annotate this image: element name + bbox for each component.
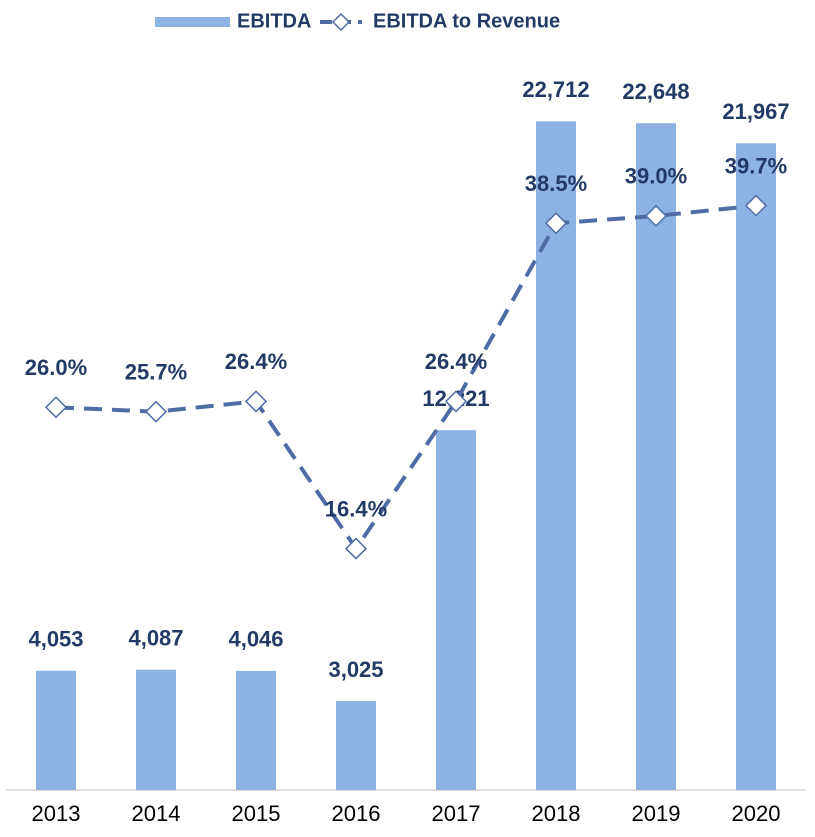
line-label: 26.0% [25,355,87,380]
bar [436,430,476,790]
line-label: 26.4% [225,349,287,374]
line-label: 39.7% [725,153,787,178]
line-marker [144,400,168,423]
line-marker [244,390,268,413]
x-tick-label: 2019 [632,801,681,826]
line [55,203,757,553]
x-tick-label: 2017 [432,801,481,826]
bar-label: 22,648 [622,79,689,104]
bar [736,143,776,791]
line-label: 39.0% [625,164,687,189]
bar-label: 21,967 [722,99,789,124]
line-marker [344,537,368,560]
bar-label: 3,025 [328,657,383,682]
bar [336,700,376,790]
line-label: 26.4% [425,349,487,374]
line-label: 16.4% [325,496,387,521]
bar [36,670,76,790]
bar [236,670,276,790]
legend-swatch [155,17,230,27]
line-label: 25.7% [125,360,187,385]
legend-marker [331,12,351,32]
x-tick-label: 2013 [32,801,81,826]
bar-label: 22,712 [522,77,589,102]
bar-label: 4,053 [28,626,83,651]
x-tick-label: 2020 [732,801,781,826]
line-marker [44,396,68,419]
bar-label: 4,046 [228,627,283,652]
line-marker [444,390,468,413]
line-label: 38.5% [525,171,587,196]
bar-label: 4,087 [128,625,183,650]
x-tick-label: 2015 [232,801,281,826]
legend-label: EBITDA [237,10,311,32]
x-tick-label: 2018 [532,801,581,826]
x-tick-label: 2016 [332,801,381,826]
bar [136,669,176,790]
bar [636,123,676,791]
line-marker [544,212,568,235]
legend-label: EBITDA to Revenue [373,10,560,32]
line-marker [744,194,768,217]
x-tick-label: 2014 [132,801,181,826]
line-marker [644,204,668,227]
